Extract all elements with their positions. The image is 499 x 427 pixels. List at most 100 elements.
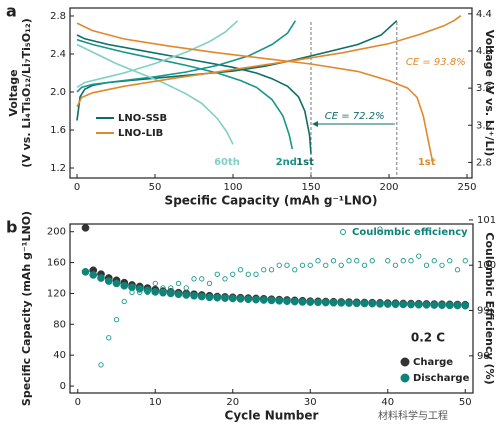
point <box>190 291 198 300</box>
point <box>422 301 431 309</box>
legend-swatch <box>400 357 410 367</box>
point <box>391 300 400 309</box>
point <box>244 295 253 304</box>
point <box>151 288 160 296</box>
y-tick-label: 2.4 <box>50 49 66 60</box>
point <box>283 297 291 306</box>
point <box>113 316 120 323</box>
point <box>261 267 267 273</box>
point <box>128 283 136 292</box>
panel-label: b <box>6 218 17 237</box>
x-tick-label: 150 <box>301 182 320 193</box>
y2-tick-label: 3.2 <box>476 120 492 131</box>
x-tick-label: 100 <box>223 182 242 193</box>
point <box>206 280 213 287</box>
y-tick-label: 200 <box>47 227 66 238</box>
cycle-label: 1st <box>418 157 436 168</box>
point <box>175 280 182 287</box>
y2-axis-title: Voltage (V vs. Li⁺/Li) <box>483 30 496 157</box>
curve <box>76 22 434 163</box>
point <box>183 285 189 291</box>
legend-swatch <box>400 373 410 383</box>
legend-label: Discharge <box>413 373 470 384</box>
point <box>89 271 98 279</box>
x-tick-label: 30 <box>304 397 317 408</box>
y-tick-label: 120 <box>47 288 66 299</box>
point <box>152 280 158 287</box>
point <box>228 294 237 303</box>
point <box>144 289 151 296</box>
point <box>345 299 353 307</box>
point <box>160 285 166 291</box>
point <box>137 289 143 296</box>
point <box>369 258 375 264</box>
point <box>104 277 113 285</box>
y2-tick-label: 98 <box>477 351 490 362</box>
point <box>445 301 454 310</box>
cycle-label: 2nd <box>276 157 297 168</box>
point <box>221 294 229 302</box>
point <box>236 295 245 303</box>
point <box>275 296 284 305</box>
point <box>431 258 437 264</box>
cycle-label: 1st <box>296 157 314 168</box>
x-axis-title: Cycle Number <box>225 409 319 423</box>
y2-tick-label: 2.8 <box>476 157 492 168</box>
point <box>268 267 275 273</box>
point <box>284 262 290 268</box>
legend-label: Charge <box>413 357 453 368</box>
annotation: 0.2 C <box>411 331 445 345</box>
annotation: CE = 93.8% <box>406 57 466 68</box>
point <box>230 271 236 277</box>
curve <box>76 20 239 88</box>
point <box>199 276 205 282</box>
point <box>197 292 206 301</box>
point <box>166 289 175 298</box>
point <box>253 271 259 277</box>
point <box>120 281 129 290</box>
point <box>408 258 414 264</box>
point <box>462 258 468 264</box>
point <box>81 267 90 276</box>
x-tick-label: 250 <box>457 182 476 193</box>
x-tick-label: 50 <box>459 397 472 408</box>
point <box>383 300 392 308</box>
point <box>354 258 360 264</box>
y2-tick-label: 3.6 <box>476 83 492 94</box>
y2-tick-label: 100 <box>477 260 496 271</box>
legend-label: Coulombic efficiency <box>352 227 468 238</box>
point <box>314 298 322 307</box>
curve <box>76 43 234 145</box>
y-tick-label: 2.8 <box>50 11 66 22</box>
point <box>245 271 251 277</box>
point <box>299 262 306 268</box>
point <box>329 298 338 307</box>
point <box>454 267 461 273</box>
point <box>259 296 268 304</box>
point <box>352 299 361 308</box>
point <box>213 293 222 302</box>
y-tick-label: 1.2 <box>50 163 66 174</box>
point <box>439 262 445 268</box>
point <box>191 276 197 282</box>
x-tick-label: 200 <box>379 182 398 193</box>
point <box>399 300 408 309</box>
point <box>453 301 462 310</box>
point <box>414 300 423 309</box>
point <box>315 258 321 264</box>
curve <box>76 38 294 150</box>
point <box>174 290 183 299</box>
curve <box>76 15 462 108</box>
point <box>307 262 313 268</box>
watermark: 材料科学与工程 <box>378 409 448 422</box>
point <box>392 262 399 268</box>
y-tick-label: 160 <box>47 258 66 269</box>
x-tick-label: 0 <box>75 397 81 408</box>
cycle-label: 60th <box>214 157 240 168</box>
point <box>222 276 228 282</box>
curve <box>76 20 297 93</box>
legend-label: LNO-LIB <box>118 128 163 139</box>
point <box>306 298 315 306</box>
point <box>214 271 220 277</box>
